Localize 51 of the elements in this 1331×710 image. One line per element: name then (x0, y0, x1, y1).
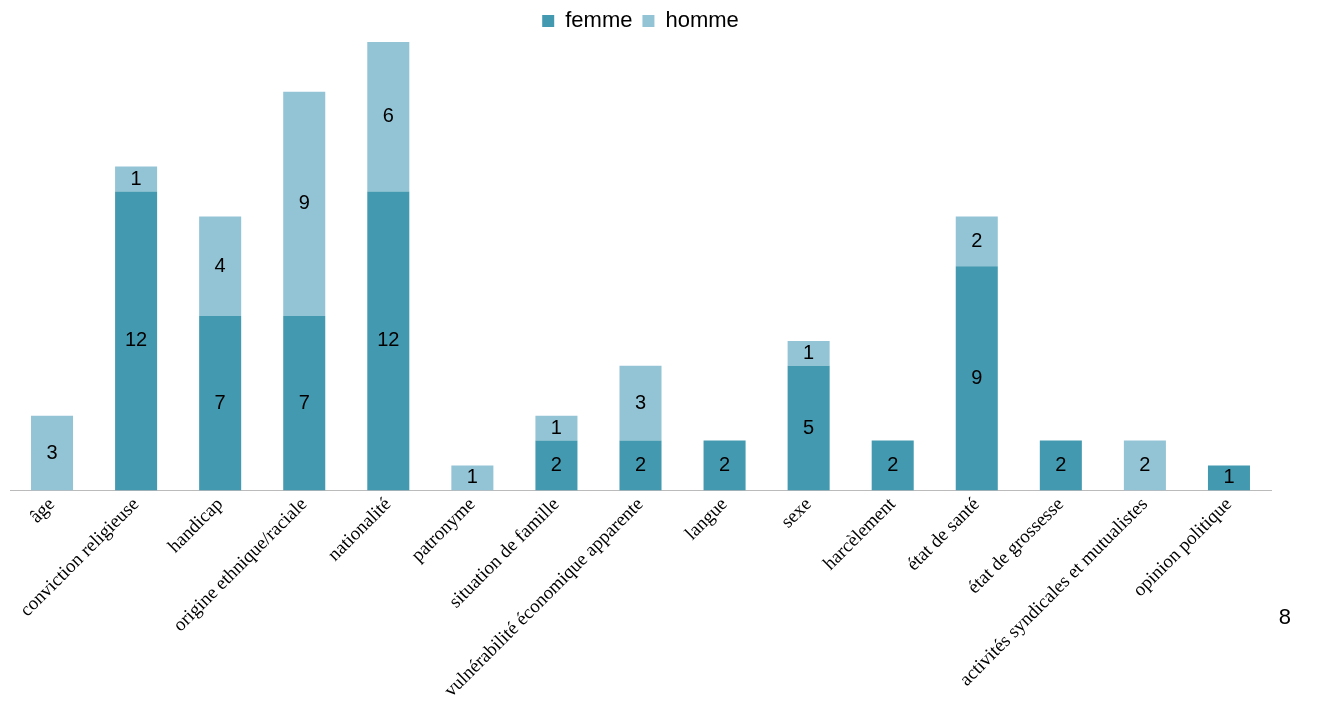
data-label: 1 (130, 166, 142, 189)
data-label: 2 (550, 453, 562, 475)
data-label: 3 (46, 440, 58, 463)
bar (283, 91, 326, 317)
text: 8 (1278, 604, 1291, 630)
data-label: 2 (1055, 453, 1067, 475)
bar (703, 440, 746, 491)
data-label: 2 (1139, 453, 1151, 475)
bar (619, 440, 662, 491)
x-tick-label: âge (24, 492, 59, 527)
data-label: 5 (803, 415, 815, 438)
data-label: 1 (803, 340, 815, 363)
data-label: 2 (719, 453, 731, 475)
data-label: 1 (466, 465, 478, 488)
bar (115, 191, 158, 491)
bar (871, 440, 914, 491)
bar (199, 316, 242, 491)
bar (619, 365, 662, 441)
x-tick-label: sexe (776, 492, 815, 532)
data-label: 4 (214, 253, 226, 276)
bar (535, 415, 578, 441)
bar (115, 166, 158, 192)
bar (199, 216, 242, 317)
data-label: 12 (377, 328, 400, 351)
data-label: 2 (634, 453, 647, 475)
data-label: 9 (971, 365, 983, 388)
data-label: 7 (214, 390, 226, 413)
bar (787, 365, 830, 491)
data-label: 2 (971, 228, 983, 251)
bar (955, 216, 998, 267)
bar (1123, 440, 1166, 491)
bar (1207, 465, 1250, 491)
legend-label: homme (665, 7, 739, 33)
data-label: 6 (382, 104, 394, 127)
data-label: 2 (887, 453, 899, 475)
bar (367, 191, 410, 491)
bar (367, 42, 410, 192)
bar (787, 340, 830, 366)
bar (1039, 440, 1082, 491)
data-label: 12 (124, 328, 148, 351)
data-label: 9 (298, 191, 310, 214)
data-label: 3 (634, 390, 647, 413)
bar (955, 266, 998, 491)
bar (535, 440, 578, 491)
bar (283, 316, 326, 491)
bar (451, 465, 494, 491)
legend-label: femme (565, 7, 633, 33)
data-label: 1 (550, 415, 562, 438)
data-label: 7 (298, 390, 310, 413)
data-label: 1 (1223, 465, 1235, 488)
bar (31, 415, 74, 491)
